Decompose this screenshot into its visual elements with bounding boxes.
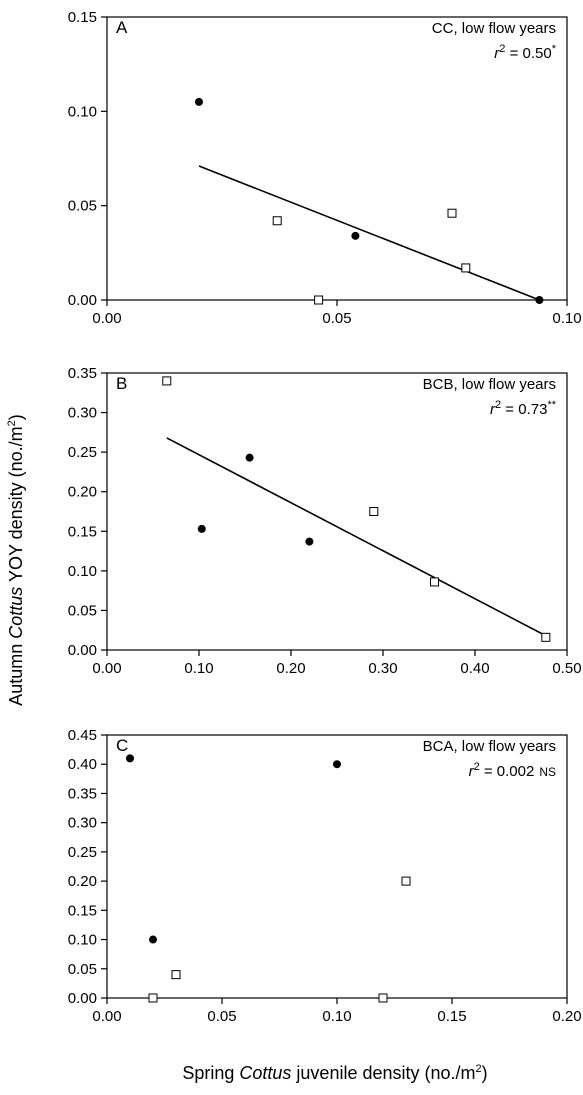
open-square-point — [171, 970, 181, 980]
r-squared-sup: 2 — [495, 399, 501, 411]
y-axis-title-italic: Cottus — [6, 587, 26, 639]
r-symbol: r — [469, 763, 475, 780]
y-axis-title-sup: 2 — [6, 420, 18, 426]
y-tick-label: 0.00 — [68, 292, 97, 309]
y-tick-label: 0.05 — [68, 961, 97, 978]
x-axis-title-post: juvenile density (no./m — [291, 1063, 475, 1083]
open-square-point — [541, 632, 551, 642]
r-squared-value: = 0.50 — [505, 45, 551, 62]
x-tick-label: 0.05 — [322, 310, 351, 327]
site-label: BCA, low flow years — [423, 738, 556, 755]
y-tick-label: 0.30 — [68, 815, 97, 832]
y-axis-title: Autumn Cottus YOY density (no./m2) — [6, 414, 26, 706]
significance-label: ** — [547, 399, 556, 411]
y-tick-label: 0.20 — [68, 873, 97, 890]
x-tick-label: 0.00 — [92, 310, 121, 327]
panel-c: 0.00 0.05 0.10 0.15 0.20 0.25 0.30 0.35 0.40 0.45… — [68, 727, 582, 1025]
r-squared-sup: 2 — [499, 43, 505, 55]
y-tick-label: 0.40 — [68, 756, 97, 773]
y-tick-label: 0.15 — [68, 523, 97, 540]
x-tick-label: 0.20 — [552, 1008, 581, 1025]
x-tick-label: 0.10 — [552, 310, 581, 327]
open-square-point — [148, 993, 158, 1003]
r-symbol: r — [490, 401, 496, 418]
open-square-point — [162, 376, 172, 386]
panel-letter: C — [116, 736, 128, 755]
r-symbol: r — [494, 45, 500, 62]
x-tick-label: 0.50 — [552, 660, 581, 677]
y-tick-label: 0.05 — [68, 602, 97, 619]
x-tick-label: 0.15 — [437, 1008, 466, 1025]
filled-circle-point — [305, 537, 314, 546]
open-square-point — [272, 216, 282, 226]
significance-label: NS — [539, 765, 556, 779]
y-axis-title-post: YOY density (no./m — [6, 426, 26, 586]
filled-circle-point — [195, 97, 203, 106]
x-tick-label: 0.05 — [207, 1008, 236, 1025]
y-tick-label: 0.00 — [68, 642, 97, 659]
filled-circle-point — [535, 296, 544, 304]
x-axis-title-end: ) — [482, 1063, 488, 1083]
y-tick-label: 0.15 — [68, 902, 97, 919]
x-tick-label: 0.20 — [276, 660, 305, 677]
y-tick-label: 0.10 — [68, 563, 97, 580]
y-tick-label: 0.00 — [68, 990, 97, 1007]
y-tick-label: 0.20 — [68, 484, 97, 501]
filled-circle-point — [333, 760, 341, 769]
y-tick-label: 0.35 — [68, 785, 97, 802]
y-tick-label: 0.05 — [68, 198, 97, 215]
open-square-point — [430, 577, 440, 587]
filled-circle-point — [245, 453, 254, 462]
regression-line — [166, 437, 547, 637]
open-square-point — [378, 993, 388, 1003]
y-tick-label: 0.45 — [68, 727, 97, 744]
x-tick-label: 0.00 — [92, 1008, 121, 1025]
r-squared-label: r2 = 0.002 NS — [469, 761, 556, 780]
x-tick-label: 0.40 — [460, 660, 489, 677]
panel-letter: B — [116, 374, 127, 393]
open-square-point — [314, 295, 324, 305]
site-label: CC, low flow years — [432, 20, 556, 37]
panel-b: 0.00 0.05 0.10 0.15 0.20 0.25 0.30 0.35 0.00 0.10… — [68, 365, 582, 677]
x-tick-label: 0.00 — [92, 660, 121, 677]
regression-line — [198, 165, 540, 301]
y-tick-label: 0.25 — [68, 844, 97, 861]
x-tick-label: 0.10 — [322, 1008, 351, 1025]
y-axis-title-end: ) — [6, 414, 26, 420]
r-squared-value: = 0.002 — [480, 763, 535, 780]
plot-frame — [106, 372, 568, 651]
y-tick-label: 0.10 — [68, 932, 97, 949]
r-squared-label: r2 = 0.73** — [490, 399, 557, 418]
site-label: BCB, low flow years — [423, 376, 556, 393]
x-tick-label: 0.10 — [184, 660, 213, 677]
filled-circle-point — [149, 935, 157, 944]
y-tick-label: 0.10 — [68, 103, 97, 120]
x-axis-title-sup: 2 — [476, 1063, 482, 1075]
x-axis-title-italic: Cottus — [239, 1063, 291, 1083]
y-tick-label: 0.15 — [68, 9, 97, 26]
significance-label: * — [552, 43, 557, 55]
x-axis-title: Spring Cottus juvenile density (no./m2) — [182, 1063, 487, 1083]
open-square-point — [369, 507, 379, 516]
open-square-point — [461, 263, 471, 273]
y-tick-label: 0.35 — [68, 365, 97, 382]
filled-circle-point — [197, 524, 206, 533]
y-axis-title-pre: Autumn — [6, 639, 26, 706]
x-tick-label: 0.30 — [368, 660, 397, 677]
y-tick-label: 0.25 — [68, 444, 97, 461]
r-squared-label: r2 = 0.50* — [494, 43, 556, 62]
y-tick-label: 0.30 — [68, 405, 97, 422]
filled-circle-point — [126, 754, 134, 763]
r-squared-value: = 0.73 — [501, 401, 547, 418]
x-axis-title-pre: Spring — [182, 1063, 239, 1083]
open-square-point — [401, 876, 411, 886]
r-squared-sup: 2 — [474, 761, 480, 773]
open-square-point — [447, 208, 457, 218]
panel-a: 0.00 0.05 0.10 0.15 0.00 0.05 0.10 A CC, low flo… — [68, 9, 582, 327]
filled-circle-point — [351, 231, 360, 240]
panel-letter: A — [116, 18, 128, 37]
